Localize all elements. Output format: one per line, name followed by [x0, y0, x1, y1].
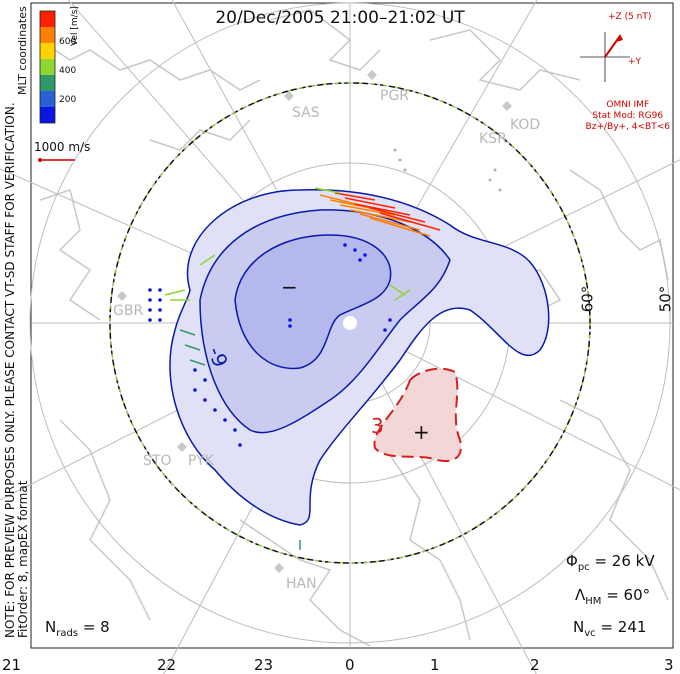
- fit-order-note: FitOrder: 8, mapEX format: [16, 480, 30, 638]
- scatter-dots: [393, 148, 502, 192]
- station-gbr: GBR: [113, 303, 144, 319]
- mlt-tick-1: 1: [430, 656, 440, 674]
- latitude-label-50: 50°: [656, 285, 675, 313]
- station-ksr: KSR: [479, 131, 507, 147]
- imf-condition: Bz+/By+, 4<BT<6: [585, 122, 670, 132]
- positive-contour-label: 3: [371, 414, 384, 438]
- pole-marker: [343, 316, 357, 330]
- mlt-tick-23: 23: [254, 656, 274, 674]
- imf-clock: [580, 32, 630, 82]
- latitude-label-60: 60°: [578, 285, 597, 313]
- imf-statistics: OMNI IMF Stat Mod: RG96 Bz+/By+, 4<BT<6: [586, 100, 670, 133]
- radar-count: Nrads = 8: [45, 618, 110, 639]
- station-sas: SAS: [292, 105, 320, 121]
- mlt-tick-0: 0: [345, 656, 355, 674]
- vector-count: Nvc = 241: [573, 618, 647, 639]
- velocity-colorbar: [39, 10, 56, 124]
- station-han: HAN: [286, 576, 317, 592]
- cross-polar-potential: Φpc = 26 kV: [566, 552, 655, 573]
- station-pgr: PGR: [380, 88, 410, 104]
- mlt-tick-2: 2: [530, 656, 540, 674]
- imf-y-label: +Y: [628, 57, 642, 67]
- hm-boundary-green: [109, 82, 591, 564]
- station-sto: STO: [143, 453, 172, 469]
- colorbar-tick-400: 400: [59, 66, 77, 76]
- mlt-tick-3: 3: [664, 656, 674, 674]
- mlt-tick-22: 22: [157, 656, 177, 674]
- station-pyk: PYK: [188, 453, 214, 469]
- colorbar-tick-200: 200: [59, 95, 77, 105]
- reference-vector-label: 1000 m/s: [34, 140, 91, 154]
- imf-z-label: +Z (5 nT): [608, 12, 652, 22]
- station-kod: KOD: [510, 117, 541, 133]
- station-markers: [117, 70, 512, 573]
- coordinate-system-label: MLT coordinates: [16, 6, 29, 95]
- stat-model: Stat Mod: RG96: [592, 111, 664, 121]
- map-title: 20/Dec/2005 21:00–21:02 UT: [215, 8, 465, 28]
- negative-potential-cell: [169, 189, 550, 526]
- mlt-tick-21: 21: [2, 656, 22, 674]
- minus-marker: −: [281, 275, 298, 299]
- colorbar-tick-600: 600: [59, 37, 77, 47]
- side-notes: NOTE: FOR PREVIEW PURPOSES ONLY. PLEASE …: [3, 102, 30, 638]
- velocity-vectors: [164, 187, 441, 550]
- plus-marker: +: [413, 420, 430, 444]
- imf-title: OMNI IMF: [606, 100, 650, 110]
- velocity-dots: [148, 243, 392, 447]
- heppner-maynard-latitude: ΛHM = 60°: [575, 586, 651, 607]
- positive-potential-cell: [373, 367, 462, 462]
